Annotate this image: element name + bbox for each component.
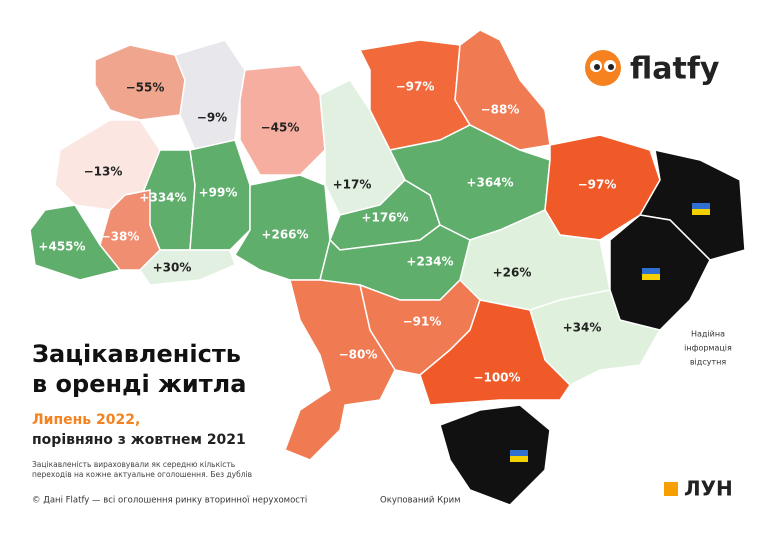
region-label: −91% [403,315,442,329]
region-label: +364% [466,176,513,190]
flags [510,203,710,462]
no-data-line: Надійна [691,330,725,339]
region-label: −38% [101,230,140,244]
region-label: +99% [199,186,238,200]
no-data-line: відсутня [690,358,726,367]
region-label: +176% [361,211,408,225]
region-label: −9% [197,111,227,125]
region-label: −55% [126,81,165,95]
flatfy-text: flatfy [630,52,720,87]
region-label: −13% [84,165,123,179]
region-label: +30% [153,261,192,275]
region [454,29,551,151]
flatfy-logo: flatfy [585,50,720,87]
title-line: Зацікавленість [32,340,241,368]
region-label: −97% [396,80,435,94]
regions [29,29,662,461]
period: Липень 2022, [32,412,140,428]
region-label: +266% [261,228,308,242]
note-line: переходів на кожне актуальне оголошення.… [32,470,252,479]
region-labels: −55% −9% −45% +17% −97% −88% −13% +334% +99% +266… [38,80,616,385]
region [189,139,251,251]
region-label: −97% [578,178,617,192]
crimea-occupied [439,404,551,506]
region-label: +17% [333,178,372,192]
lun-text: ЛУН [684,477,733,501]
region-label: −100% [473,371,520,385]
crimea-label: Окупований Крим [380,496,461,506]
region [29,204,122,281]
note-line: Зацікавленість вираховували як середню к… [32,460,235,469]
region [139,249,236,286]
region [173,39,246,151]
region-label: +334% [139,191,186,205]
region-label: +26% [493,266,532,280]
region [419,299,571,406]
region-label: +234% [406,255,453,269]
region-label: −45% [261,121,300,135]
title-line: в оренді житла [32,370,246,398]
source: © Дані Flatfy — всі оголошення ринку вто… [32,496,307,506]
region-label: −88% [481,103,520,117]
region-label: −80% [339,348,378,362]
comparison: порівняно з жовтнем 2021 [32,432,246,448]
region [284,279,396,461]
region [544,134,661,241]
lun-logo: ЛУН [664,477,733,501]
region-label: +34% [563,321,602,335]
no-data-line: інформація [684,344,732,353]
region-label: +455% [38,240,85,254]
